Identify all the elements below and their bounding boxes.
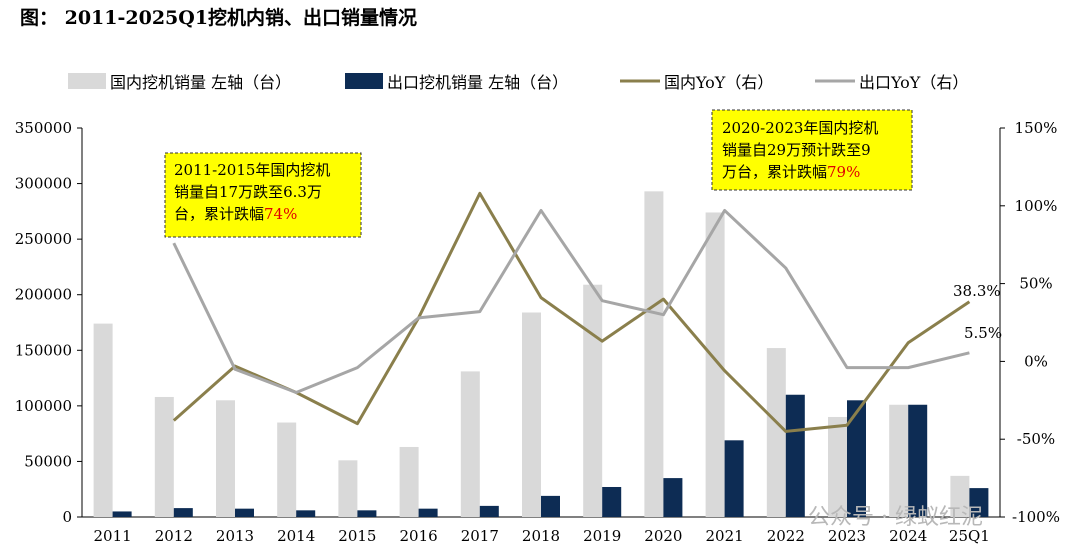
y-right-tick-label: -100% [1012,508,1060,526]
bar-export-sales [235,508,254,517]
x-tick-label: 2014 [277,527,315,545]
yoy-lines [172,191,971,433]
bar-domestic-sales [93,323,113,517]
bar-domestic-sales [583,284,603,517]
y-right-tick-label: -50% [1017,430,1055,448]
bar-export-sales [418,508,438,517]
x-tick-label: 2019 [583,527,621,545]
bar-domestic-sales [399,446,419,517]
bar-domestic-sales [950,475,970,517]
annotation-1-line-2: 销量自17万跌至6.3万 [174,183,322,201]
bar-domestic-sales [154,396,174,517]
bar-export-sales [847,400,866,517]
legend-swatch-export-sales [345,73,383,89]
x-tick-label: 2024 [889,527,927,545]
annotation-1-line-1: 2011-2015年国内挖机 [174,161,330,179]
x-tick-label: 2016 [400,527,438,545]
y-left-tick-label: 250000 [15,230,72,248]
chart-title: 图： 2011-2025Q1挖机内销、出口销量情况 [20,6,417,29]
annotation-1-line-3: 台，累计跌幅74% [174,205,297,223]
y-right-tick-label: 50% [1019,275,1052,293]
x-tick-label: 25Q1 [949,527,990,545]
y-right-tick-label: 150% [1015,119,1058,137]
x-tick-label: 2018 [522,527,560,545]
legend-label-domestic-yoy: 国内YoY（右） [664,73,773,92]
x-tick-label: 2013 [216,527,254,545]
x-tick-label: 2023 [828,527,866,545]
bars [93,191,989,517]
bar-export-sales [479,505,499,517]
x-tick-label: 2021 [706,527,744,545]
bar-export-sales [173,508,193,517]
bar-domestic-sales [705,212,725,517]
bar-export-sales [724,440,744,517]
bar-domestic-sales [338,460,358,517]
legend-swatch-domestic-sales [68,73,106,89]
y-left-tick-label: 0 [62,508,72,526]
annotation-2-line-3: 万台，累计跌幅79% [722,163,860,181]
legend-label-domestic-sales: 国内挖机销量 左轴（台） [110,73,291,92]
bar-export-sales [785,394,805,517]
bar-export-sales [357,510,377,517]
y-left-tick-label: 350000 [15,119,72,137]
legend-label-export-sales: 出口挖机销量 左轴（台） [387,73,568,92]
line-export-yoy [172,208,970,395]
bar-domestic-sales [644,191,664,517]
y-left-tick-label: 150000 [15,341,72,359]
y-right-tick-label: 0% [1024,352,1048,370]
label-export-yoy-25q1: 5.5% [964,324,1002,342]
y-left-tick-label: 50000 [24,452,72,470]
bar-export-sales [663,478,683,517]
x-tick-label: 2012 [155,527,193,545]
watermark: 公众号 · 绿蚁红泥 [808,505,983,530]
x-tick-label: 2022 [767,527,805,545]
bar-export-sales [296,510,316,517]
annotation-2-line-2: 销量自29万预计跌至9 [722,141,871,159]
bar-domestic-sales [277,422,297,517]
bar-export-sales [602,486,622,517]
legend: 国内挖机销量 左轴（台） 出口挖机销量 左轴（台） 国内YoY（右） 出口YoY… [68,73,968,92]
x-tick-label: 2015 [338,527,376,545]
axes: 0 50000 100000 150000 200000 250000 300000 3500… [15,119,1060,545]
x-tick-label: 2011 [94,527,132,545]
annotation-box-1: 2011-2015年国内挖机 销量自17万跌至6.3万 台，累计跌幅74% [164,152,362,238]
bar-domestic-sales [766,348,786,517]
bar-export-sales [112,511,132,517]
bar-domestic-sales [460,371,480,517]
annotation-box-1-bg [164,152,362,238]
y-left-tick-label: 100000 [15,397,72,415]
bar-domestic-sales [889,404,909,517]
x-tick-label: 2020 [644,527,682,545]
annotation-2-line-3-text: 万台，累计跌幅 [722,163,827,181]
bar-domestic-sales [522,312,541,517]
bar-export-sales [908,404,928,517]
bar-domestic-sales [216,400,235,517]
label-domestic-yoy-25q1: 38.3% [953,282,1001,300]
legend-label-export-yoy: 出口YoY（右） [859,73,968,92]
y-right-tick-label: 100% [1015,197,1058,215]
bar-export-sales [969,488,989,517]
annotation-2-highlight: 79% [827,163,860,181]
y-left-tick-label: 200000 [15,286,72,304]
annotation-1-line-3-text: 台，累计跌幅 [174,205,264,223]
annotation-box-2-bg [711,109,913,191]
annotation-1-highlight: 74% [264,205,297,223]
x-tick-label: 2017 [461,527,499,545]
annotation-box-2: 2020-2023年国内挖机 销量自29万预计跌至9 万台，累计跌幅79% [711,109,913,191]
y-left-tick-label: 300000 [15,175,72,193]
bar-domestic-sales [828,416,847,517]
bar-export-sales [541,495,560,517]
annotation-2-line-1: 2020-2023年国内挖机 [722,119,878,137]
line-domestic-yoy [172,191,971,433]
